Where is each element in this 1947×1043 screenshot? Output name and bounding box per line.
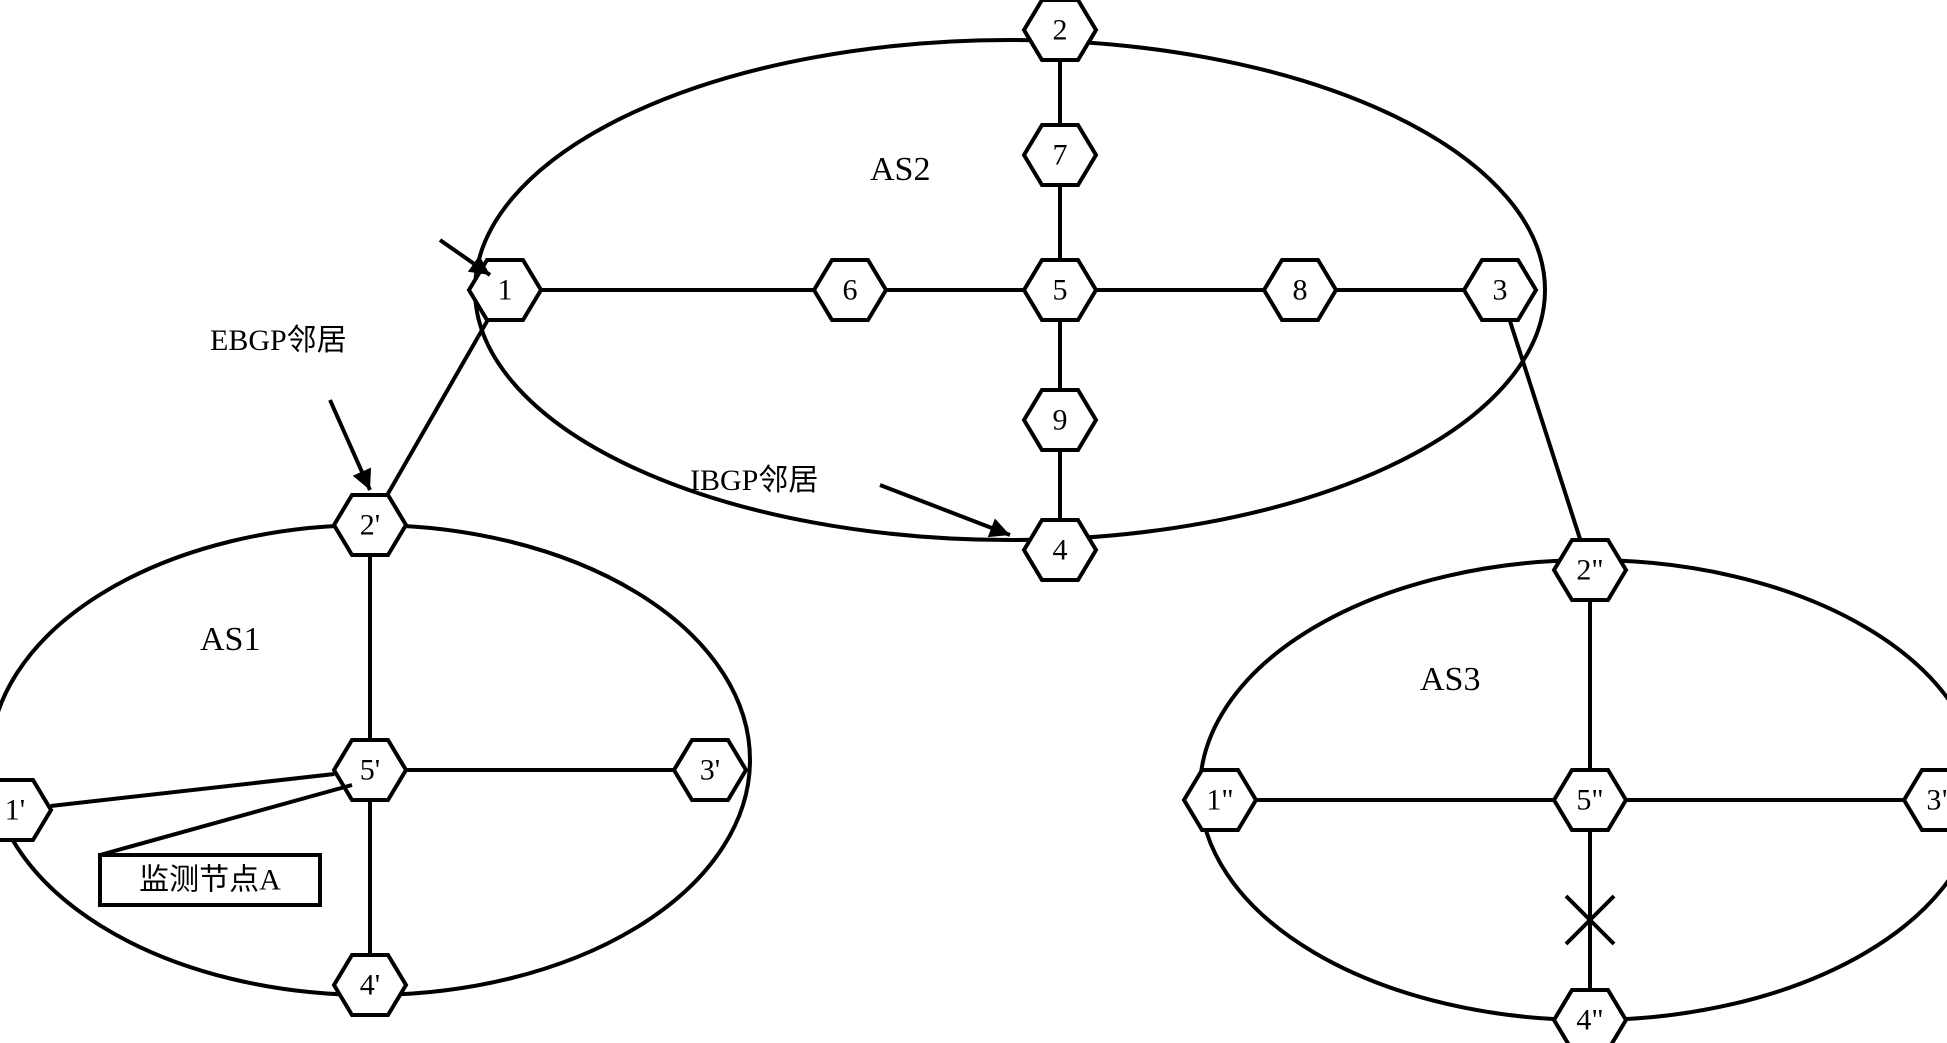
node-label-n8: 8 <box>1293 274 1308 307</box>
as-label-AS2: AS2 <box>870 151 930 188</box>
node-label-n9: 9 <box>1053 404 1068 437</box>
as-label-AS1: AS1 <box>200 621 260 658</box>
ibgp-arrow <box>880 485 1010 535</box>
node-label-n5pp: 5" <box>1576 784 1603 817</box>
node-label-n1pp: 1" <box>1206 784 1233 817</box>
node-label-n5p: 5' <box>360 754 380 787</box>
node-label-n4: 4 <box>1053 534 1068 567</box>
node-label-n2p: 2' <box>360 509 380 542</box>
annotation-layer: EBGP邻居 IBGP邻居监测节点A <box>100 240 1010 905</box>
node-label-n3pp: 3" <box>1926 784 1947 817</box>
edge-n3-n2pp <box>1509 319 1580 541</box>
node-label-n1p: 1' <box>5 794 25 827</box>
monitor-box-label: 监测节点A <box>139 864 281 897</box>
node-label-n2pp: 2" <box>1576 554 1603 587</box>
as-label-AS3: AS3 <box>1420 661 1480 698</box>
edge-n2p-n1 <box>386 317 490 498</box>
node-label-n2: 2 <box>1053 14 1068 47</box>
network-diagram: 1' 2' 3' 4' 5' 1 2 3 4 5 6 7 8 9 1" 2" 3" 4" 5" AS1 AS2 AS3 EB… <box>0 0 1947 1043</box>
ibgp-label: IBGP邻居 <box>690 464 818 497</box>
node-label-n4p: 4' <box>360 969 380 1002</box>
node-label-n3p: 3' <box>700 754 720 787</box>
node-label-n4pp: 4" <box>1576 1004 1603 1037</box>
node-label-n5: 5 <box>1053 274 1068 307</box>
ebgp-label: EBGP邻居 <box>210 324 347 357</box>
node-label-n6: 6 <box>843 274 858 307</box>
node-label-n3: 3 <box>1493 274 1508 307</box>
node-label-n1: 1 <box>498 274 513 307</box>
node-label-n7: 7 <box>1053 139 1068 172</box>
